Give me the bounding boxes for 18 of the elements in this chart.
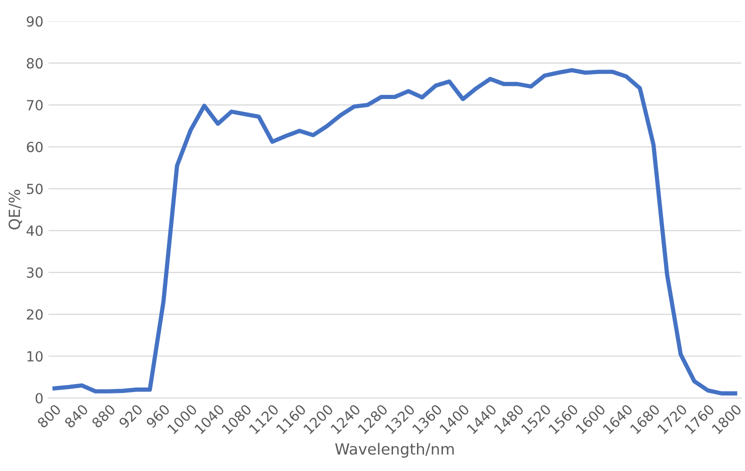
x-tick-label: 960 bbox=[145, 404, 170, 429]
x-tick-label: 880 bbox=[91, 404, 116, 429]
y-tick-label: 90 bbox=[26, 16, 43, 27]
y-tick-label: 0 bbox=[36, 392, 43, 404]
y-tick-label: 50 bbox=[26, 184, 43, 194]
x-tick-label: 840 bbox=[64, 404, 89, 429]
y-tick-label: 80 bbox=[26, 58, 43, 69]
y-axis-title: QE/% bbox=[8, 190, 22, 230]
y-tick-label: 40 bbox=[26, 225, 43, 236]
y-tick-label: 10 bbox=[27, 351, 43, 362]
x-axis-title: Wavelength/nm bbox=[335, 442, 454, 458]
y-tick-label: 70 bbox=[27, 100, 43, 110]
x-tick-label: 920 bbox=[118, 404, 144, 429]
line-series bbox=[52, 68, 738, 396]
y-tick-label: 60 bbox=[26, 142, 43, 152]
y-tick-label: 30 bbox=[26, 267, 43, 278]
y-tick-label: 20 bbox=[26, 309, 43, 320]
x-tick-label: 800 bbox=[36, 404, 62, 429]
